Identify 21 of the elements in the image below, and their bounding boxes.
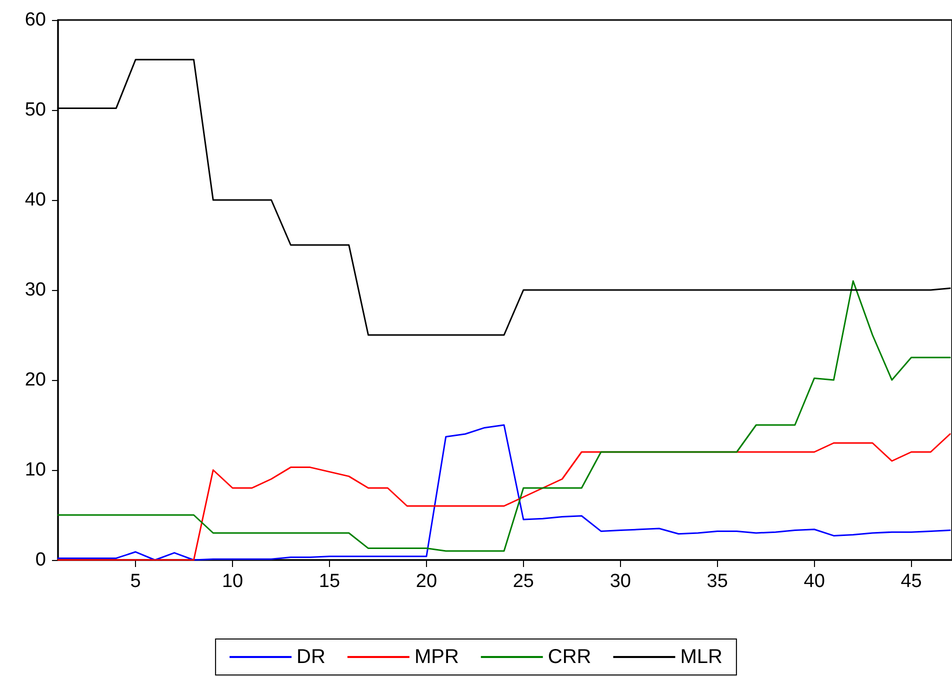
legend-label: DR [296,646,326,668]
x-tick-label: 15 [318,571,340,592]
y-tick-label: 50 [24,100,46,120]
x-tick-label: 35 [706,571,728,592]
x-tick-label: 30 [610,571,631,592]
legend-label: CRR [548,646,592,668]
y-tick-label: 10 [24,460,46,480]
y-tick-label: 20 [24,370,46,390]
x-tick-label: 5 [130,571,141,592]
y-tick-label: 40 [24,190,46,210]
x-tick-label: 40 [804,571,825,592]
y-tick-label: 0 [35,550,46,570]
x-tick-label: 20 [416,571,438,592]
x-tick-label: 25 [512,571,534,592]
y-tick-label: 60 [24,10,46,30]
x-tick-label: 10 [222,571,244,592]
x-tick-label: 45 [900,571,922,592]
line-series [57,280,951,552]
y-tick-label: 30 [24,280,46,300]
legend-label: MLR [680,646,722,668]
legend-label: MPR [414,646,459,668]
